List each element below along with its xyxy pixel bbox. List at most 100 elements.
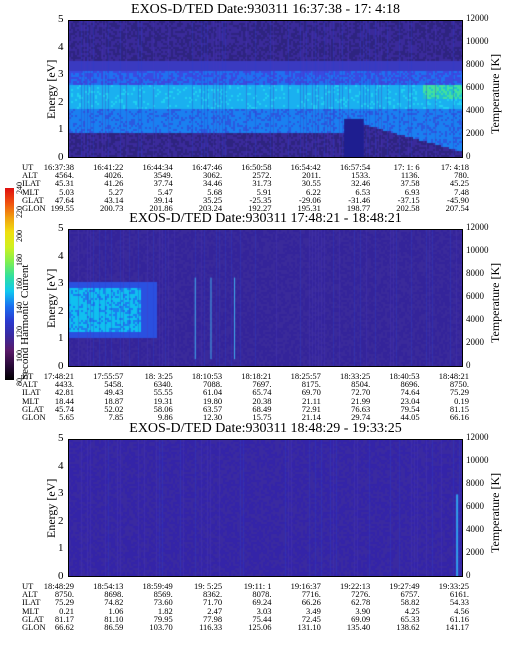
table-cell: 19:16:37 [290, 581, 321, 591]
table-cell: 54.33 [449, 597, 469, 608]
table-cell: 44.05 [400, 411, 420, 422]
y2-tick-label: 10000 [466, 245, 489, 255]
table-cell: 74.82 [104, 597, 124, 608]
table-row: UT 16:37:38 16:41:22 16:44:34 16:47:46 16:50:… [0, 162, 505, 172]
table-cell: 5.91 [256, 186, 272, 197]
y-tick-label: 0 [58, 151, 64, 163]
table-cell: 43.14 [104, 194, 124, 205]
y2-tick-label: 4000 [466, 314, 484, 324]
table-cell: 5.47 [157, 186, 173, 197]
table-cell: 45.25 [449, 178, 469, 189]
table-cell: 71.70 [203, 597, 223, 608]
table-cell: 4433. [54, 379, 74, 390]
table-cell: 20.38 [252, 395, 272, 406]
table-cell: 0.21 [59, 605, 74, 616]
y-tick-label: 5 [58, 13, 64, 25]
table-cell: 3549. [153, 170, 173, 181]
row-label: ILAT [22, 387, 41, 398]
table-cell: 69.24 [252, 597, 272, 608]
table-cell: 16:44:34 [142, 162, 173, 172]
table-cell: 8362. [203, 589, 223, 600]
table-cell: 17:48:21 [43, 371, 74, 381]
orbit-table: UT 16:37:38 16:41:22 16:44:34 16:47:46 16:50:… [0, 162, 505, 213]
y-tick-label: 3 [58, 277, 64, 290]
table-cell: 18.44 [54, 395, 74, 406]
table-cell: 135.40 [346, 621, 371, 632]
table-cell: 18:54:13 [93, 581, 124, 591]
table-cell: 77.98 [203, 613, 223, 624]
row-label: ALT [22, 170, 38, 181]
table-cell: 4.56 [454, 605, 469, 616]
row-label: ILAT [22, 597, 41, 608]
table-cell: 47.64 [54, 194, 74, 205]
table-cell: 58.06 [153, 403, 173, 414]
table-cell: -25.35 [249, 194, 272, 205]
colorbar-label: Second Harmonic Current [19, 264, 31, 380]
table-cell: 198.77 [346, 202, 371, 213]
y2-tick-label: 6000 [466, 501, 484, 511]
table-cell: 141.17 [445, 621, 469, 632]
y2-tick-label: 2000 [466, 128, 484, 138]
table-cell: 76.63 [351, 403, 371, 414]
y-tick-label: 5 [58, 222, 64, 234]
table-cell: 7697. [252, 379, 272, 390]
y-tick-label: 2 [58, 304, 64, 317]
table-cell: 12.30 [203, 411, 223, 422]
y2-tick-label: 2000 [466, 547, 484, 557]
row-label: ILAT [22, 178, 41, 189]
table-cell: 19:11: 1 [243, 581, 272, 591]
table-cell: 23.04 [400, 395, 420, 406]
table-cell: 81.15 [449, 403, 469, 414]
table-cell: 2011. [302, 170, 321, 181]
table-row: MLT 5.03 5.27 5.47 5.68 5.91 6.22 6.53 6.93 7.48 [0, 186, 505, 197]
table-cell: 199.55 [50, 202, 74, 213]
row-label: MLT [22, 186, 40, 197]
table-cell: 6.22 [306, 186, 321, 197]
table-cell: 32.46 [351, 178, 371, 189]
table-row: GLON 199.55 200.73 201.86 203.24 192.27 195.31… [0, 202, 505, 213]
table-row: GLON 66.62 86.59 103.70 116.33 125.06 131.10 13… [0, 621, 505, 632]
table-cell: 6.53 [355, 186, 371, 197]
table-cell: 49.43 [104, 387, 124, 398]
table-cell: 18:25:57 [290, 371, 321, 381]
heatmap-canvas [69, 230, 462, 366]
table-cell: 18:33:25 [340, 371, 371, 381]
colorbar-tick-label: 200 [15, 230, 24, 242]
y2-tick-label: 8000 [466, 268, 484, 278]
table-cell: 58.82 [400, 597, 420, 608]
table-cell: 6.93 [404, 186, 420, 197]
table-cell: 8504. [351, 379, 371, 390]
row-label: MLT [22, 395, 40, 406]
table-cell: 19:33:25 [438, 581, 469, 591]
table-cell: 18:48:29 [43, 581, 74, 591]
table-cell: 79.54 [400, 403, 420, 414]
table-cell: 66.26 [301, 597, 321, 608]
table-cell: 5.65 [59, 411, 74, 422]
table-row: GLAT 47.64 43.14 39.14 35.25 -25.35 -29.06 -31.… [0, 194, 505, 205]
table-cell: 16:47:46 [191, 162, 223, 172]
y2-tick-label: 6000 [466, 291, 484, 301]
table-cell: 5.68 [207, 186, 223, 197]
row-label: ALT [22, 379, 38, 390]
table-cell: 72.70 [351, 387, 371, 398]
table-cell: 3.49 [306, 605, 321, 616]
table-cell: 7.48 [454, 186, 469, 197]
table-cell: 61.04 [203, 387, 223, 398]
table-row: ILAT 42.81 49.43 55.55 61.04 65.74 69.70 72.70 7… [0, 387, 505, 398]
table-cell: 75.44 [252, 613, 272, 624]
y2-tick-label: 2000 [466, 337, 484, 347]
table-cell: 31.73 [252, 178, 272, 189]
table-row: MLT 0.21 1.06 1.82 2.47 3.03 3.49 3.90 4.25 4.56 [0, 605, 505, 616]
y2-tick-label: 0 [466, 360, 471, 370]
table-cell: 42.81 [54, 387, 74, 398]
table-cell: 4564. [54, 170, 74, 181]
table-cell: 52.02 [104, 403, 124, 414]
y-tick-label: 3 [58, 487, 64, 500]
table-cell: 5458. [104, 379, 124, 390]
table-cell: 61.16 [449, 613, 469, 624]
orbit-table: UT 17:48:21 17:55:57 18: 3:25 18:10:53 18:18:… [0, 371, 505, 422]
table-cell: 1136. [400, 170, 420, 181]
table-cell: 69.70 [301, 387, 321, 398]
table-cell: 4.25 [404, 605, 420, 616]
table-cell: 72.91 [301, 403, 321, 414]
